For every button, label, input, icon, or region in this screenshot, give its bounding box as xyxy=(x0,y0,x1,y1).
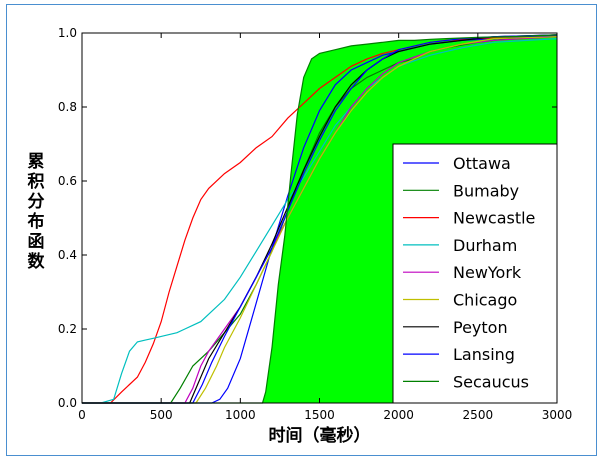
y-axis-title-char: 数 xyxy=(28,251,46,272)
legend-label: Peyton xyxy=(453,318,508,337)
series-line-chicago xyxy=(82,36,558,404)
legend-label: NewYork xyxy=(453,263,522,282)
series-line-peyton xyxy=(82,34,558,404)
x-tick-label: 500 xyxy=(150,408,173,422)
legend-box xyxy=(392,143,558,404)
chart: 0 500 1000 1500 2000 2500 3000 0.0 0.2 0.4 0.6 0.8 1… xyxy=(28,26,573,446)
y-axis-title-char: 累 xyxy=(28,152,45,172)
series-line-lansing xyxy=(82,34,558,404)
y-tick-label: 0.4 xyxy=(58,248,77,262)
x-tick-label: 0 xyxy=(78,408,86,422)
legend-label: Durham xyxy=(453,236,517,255)
y-axis-title-char: 布 xyxy=(28,211,45,232)
y-axis-title-char: 积 xyxy=(28,172,45,192)
y-axis-title-char: 分 xyxy=(28,192,45,212)
y-tick-label: 0.2 xyxy=(58,322,77,336)
x-tick-label: 2000 xyxy=(383,408,414,422)
x-axis-title: 时间（毫秒） xyxy=(269,425,371,446)
legend-label: Chicago xyxy=(453,291,517,310)
x-tick-label: 1500 xyxy=(304,408,335,422)
y-axis-title: 累积分布函数 xyxy=(28,152,46,272)
series-line-secaucus xyxy=(82,34,558,404)
x-tick-label: 2500 xyxy=(463,408,494,422)
legend-label: Ottawa xyxy=(453,154,511,173)
legend-label: Secaucus xyxy=(453,372,529,391)
legend-label: Bumaby xyxy=(453,181,519,200)
y-axis-title-char: 函 xyxy=(28,232,45,252)
y-tick-label: 0.6 xyxy=(58,174,77,188)
ticks-layer: 0 500 1000 1500 2000 2500 3000 0.0 0.2 0.4 0.6 0.8 1… xyxy=(58,26,572,422)
y-tick-label: 0.0 xyxy=(58,396,77,410)
legend: Ottawa Bumaby Newcastle Durham NewYork Chicag… xyxy=(392,143,558,404)
y-tick-label: 0.8 xyxy=(58,100,77,114)
legend-label: Newcastle xyxy=(453,209,535,228)
y-tick-label: 1.0 xyxy=(58,26,77,40)
x-tick-label: 3000 xyxy=(542,408,573,422)
legend-label: Lansing xyxy=(453,345,515,364)
chart-frame: 0 500 1000 1500 2000 2500 3000 0.0 0.2 0.4 0.6 0.8 1… xyxy=(6,4,597,456)
series-layer xyxy=(82,34,558,404)
x-tick-label: 1000 xyxy=(225,408,256,422)
